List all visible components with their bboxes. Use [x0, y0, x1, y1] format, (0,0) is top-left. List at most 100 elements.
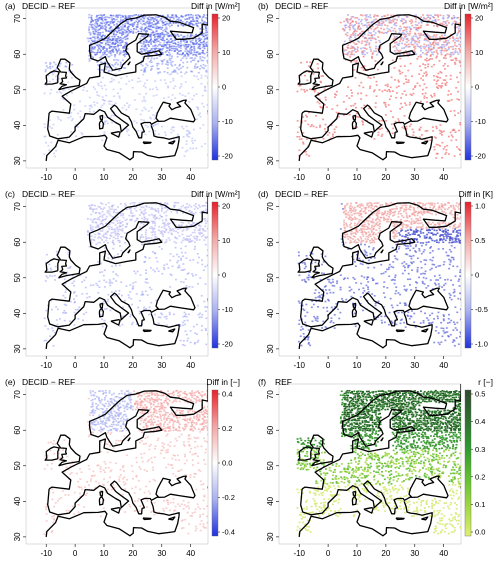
- colorbar-unit: Diff in [W/m²]: [191, 189, 240, 199]
- x-tick-label: 40: [186, 361, 195, 370]
- colorbar-tick-label: 0.2: [475, 472, 485, 481]
- x-tick-label: 10: [353, 361, 362, 370]
- x-tick-label: 40: [186, 549, 195, 558]
- x-tick-label: 20: [381, 361, 390, 370]
- colorbar-tick-label: 20: [222, 14, 230, 23]
- panel-title: DECID − REF: [275, 1, 328, 11]
- colorbar-tick-label: 20: [222, 202, 230, 211]
- colorbar-tick-label: 10: [222, 48, 230, 57]
- y-tick-label: 50: [13, 85, 22, 94]
- x-tick-label: 30: [157, 549, 166, 558]
- map-figure-a: (a) DECID − REF Diff in [W/m²] 70 60 50 40 30 -1…: [5, 1, 240, 182]
- plot-frame: [25, 383, 209, 545]
- colorbar-tick-label: -20: [222, 340, 233, 349]
- colorbar-tick-label: -0.4: [222, 528, 235, 537]
- panel-label: (c): [5, 189, 15, 199]
- map-panel-c: (c) DECID − REF Diff in [W/m²] 70 60 50 40 30 -1…: [0, 188, 245, 373]
- y-tick-label: 60: [13, 49, 22, 58]
- data-field: [297, 201, 461, 347]
- x-tick-label: 10: [353, 173, 362, 182]
- panel-label: (e): [5, 377, 16, 387]
- y-tick-label: 30: [266, 532, 275, 541]
- map-panel-f: (f) REF r [−] 70 60 50 40 30 -10 0 10 20 30 40 0.5 0.4 0…: [253, 376, 498, 561]
- colorbar-tick-label: 1.0: [475, 202, 485, 211]
- x-tick-label: -10: [293, 549, 305, 558]
- colorbar-tick-label: -10: [222, 305, 233, 314]
- panel-label: (b): [258, 1, 269, 11]
- x-tick-label: -10: [293, 361, 305, 370]
- x-tick-label: 0: [73, 173, 78, 182]
- x-tick-label: 40: [439, 549, 448, 558]
- colorbar-tick-label: -20: [475, 152, 486, 161]
- colorbar-tick-label: -0.2: [222, 493, 235, 502]
- y-tick-label: 60: [13, 237, 22, 246]
- y-tick-label: 40: [13, 120, 22, 129]
- data-field: [43, 201, 208, 347]
- y-tick-label: 70: [13, 14, 22, 23]
- colorbar-tick-label: -20: [222, 152, 233, 161]
- y-tick-label: 50: [266, 273, 275, 282]
- colorbar-tick-label: -1.0: [475, 340, 488, 349]
- panel-title: DECID − REF: [22, 1, 75, 11]
- panel-title: DECID − REF: [275, 189, 328, 199]
- x-tick-label: 20: [128, 549, 137, 558]
- x-tick-label: 0: [326, 549, 331, 558]
- panel-title: DECID − REF: [22, 377, 75, 387]
- x-tick-label: 30: [157, 173, 166, 182]
- coastline: [297, 196, 461, 349]
- y-tick-label: 40: [13, 496, 22, 505]
- y-tick-label: 60: [266, 237, 275, 246]
- coastline: [44, 196, 208, 349]
- panel-title: REF: [275, 377, 292, 387]
- colorbar-tick-label: 0: [222, 83, 226, 92]
- y-tick-label: 70: [266, 202, 275, 211]
- colorbar: [211, 13, 219, 161]
- y-tick-label: 70: [266, 14, 275, 23]
- colorbar-tick-label: 0.4: [222, 390, 232, 399]
- y-tick-label: 50: [13, 461, 22, 470]
- coastline: [297, 8, 461, 161]
- x-tick-label: 20: [381, 173, 390, 182]
- coastline: [44, 8, 208, 161]
- colorbar-tick-label: 0: [475, 271, 479, 280]
- colorbar: [464, 389, 472, 537]
- colorbar-tick-label: 0.2: [222, 424, 232, 433]
- colorbar-tick-label: -10: [475, 117, 486, 126]
- colorbar: [211, 201, 219, 349]
- colorbar-unit: Diff in [K]: [459, 189, 493, 199]
- map-figure-d: (d) DECID − REF Diff in [K] 70 60 50 40 30 -10 0 1…: [258, 189, 493, 370]
- colorbar-unit: r [−]: [478, 377, 493, 387]
- x-tick-label: 40: [439, 173, 448, 182]
- x-tick-label: 10: [353, 549, 362, 558]
- x-tick-label: 0: [73, 361, 78, 370]
- map-figure-b: (b) DECID − REF Diff in [W/m²] 70 60 50 40 30 -1…: [258, 1, 493, 182]
- y-tick-label: 30: [266, 344, 275, 353]
- y-tick-label: 30: [266, 156, 275, 165]
- y-tick-label: 70: [266, 390, 275, 399]
- x-tick-label: 40: [439, 361, 448, 370]
- map-panel-d: (d) DECID − REF Diff in [K] 70 60 50 40 30 -10 0 1…: [253, 188, 498, 373]
- map-figure-e: (e) DECID − REF Diff in [−] 70 60 50 40 30 -10 0 1…: [5, 377, 240, 558]
- y-tick-label: 30: [13, 532, 22, 541]
- x-tick-label: 20: [128, 173, 137, 182]
- map-panel-e: (e) DECID − REF Diff in [−] 70 60 50 40 30 -10 0 1…: [0, 376, 245, 561]
- colorbar-tick-label: -0.5: [475, 305, 488, 314]
- x-tick-label: 30: [410, 361, 419, 370]
- y-tick-label: 50: [266, 461, 275, 470]
- colorbar: [464, 13, 472, 161]
- x-tick-label: 30: [157, 361, 166, 370]
- coastline: [44, 384, 208, 537]
- colorbar-unit: Diff in [W/m²]: [191, 1, 240, 11]
- colorbar-tick-label: 0.0: [475, 528, 485, 537]
- x-tick-label: -10: [40, 361, 52, 370]
- y-tick-label: 40: [266, 308, 275, 317]
- panel-label: (d): [258, 189, 269, 199]
- colorbar-tick-label: 0.1: [475, 500, 485, 509]
- panel-title: DECID − REF: [22, 189, 75, 199]
- y-tick-label: 60: [266, 49, 275, 58]
- colorbar-tick-label: 10: [475, 48, 483, 57]
- x-tick-label: 20: [381, 549, 390, 558]
- colorbar-tick-label: 0.5: [475, 236, 485, 245]
- y-tick-label: 30: [13, 156, 22, 165]
- colorbar-tick-label: 0: [222, 271, 226, 280]
